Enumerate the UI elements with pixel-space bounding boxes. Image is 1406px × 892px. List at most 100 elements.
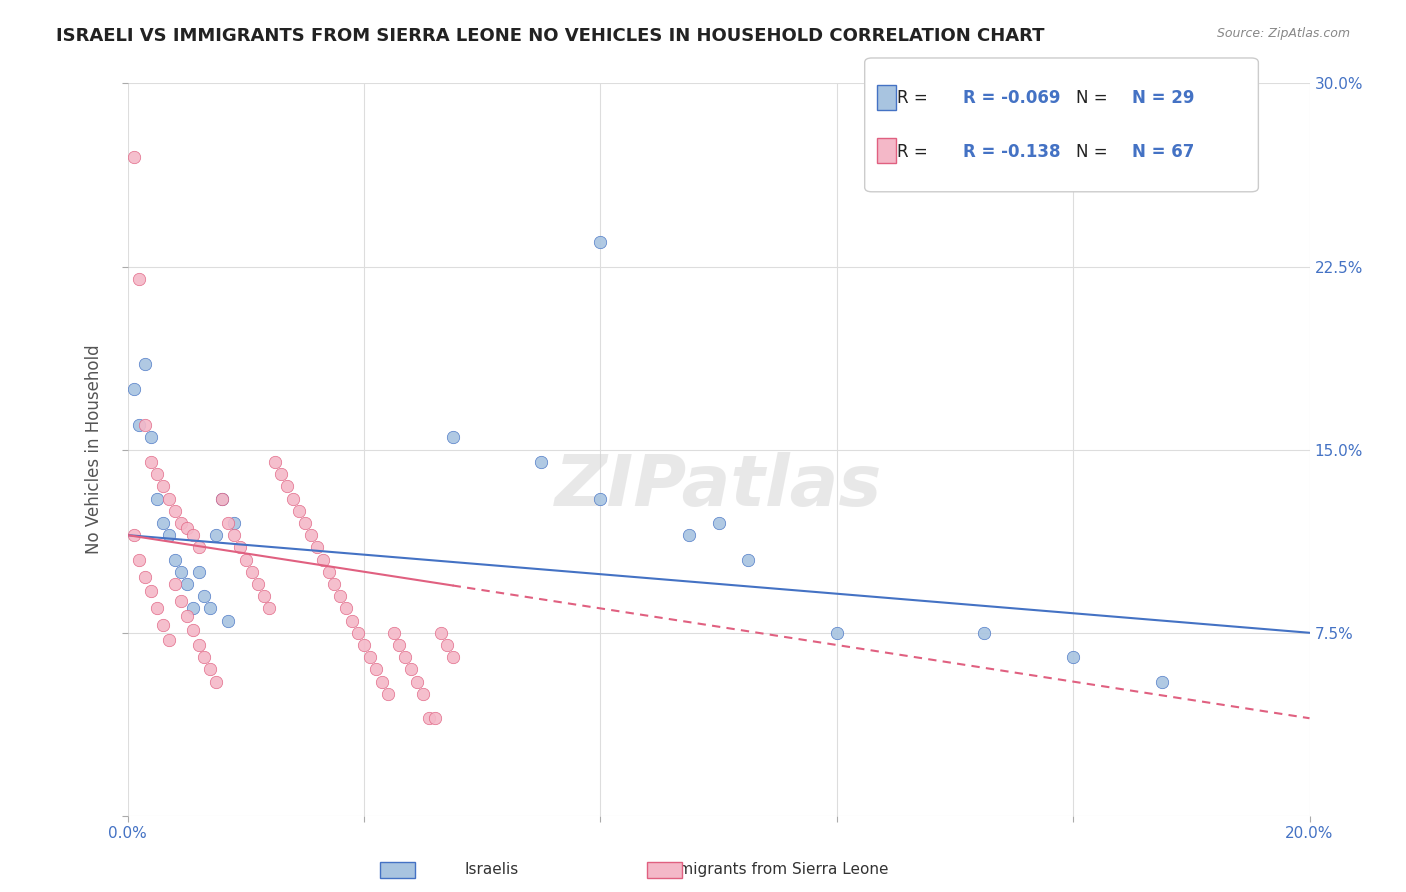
Point <box>157 491 180 506</box>
Point <box>217 516 239 530</box>
Point <box>412 687 434 701</box>
Point <box>394 650 416 665</box>
Point <box>299 528 322 542</box>
Point <box>423 711 446 725</box>
Point <box>246 577 269 591</box>
Text: N =: N = <box>1076 143 1112 161</box>
Point <box>401 662 423 676</box>
Point <box>163 504 186 518</box>
Text: N =: N = <box>1076 89 1112 107</box>
Point <box>305 541 328 555</box>
Point <box>181 624 204 638</box>
Point <box>211 491 233 506</box>
Point <box>128 418 150 433</box>
Point <box>170 565 193 579</box>
Point <box>163 577 186 591</box>
Point <box>170 516 193 530</box>
Point <box>200 601 222 615</box>
Point <box>163 552 186 566</box>
Point <box>122 382 145 396</box>
Point <box>1150 674 1173 689</box>
Point <box>370 674 392 689</box>
Point <box>170 594 193 608</box>
Text: R =: R = <box>897 143 934 161</box>
Point <box>530 455 553 469</box>
Point <box>235 552 257 566</box>
Point <box>193 650 215 665</box>
Point <box>217 614 239 628</box>
Point <box>335 601 357 615</box>
Point <box>364 662 387 676</box>
Point <box>973 625 995 640</box>
Point <box>353 638 375 652</box>
Point <box>382 625 405 640</box>
Point <box>146 491 169 506</box>
Point <box>294 516 316 530</box>
Point <box>281 491 304 506</box>
Point <box>152 479 174 493</box>
Point <box>176 577 198 591</box>
Point <box>252 589 274 603</box>
Point <box>128 272 150 286</box>
Text: Israelis: Israelis <box>465 863 519 877</box>
Point <box>157 528 180 542</box>
Point <box>141 455 163 469</box>
Point <box>825 625 848 640</box>
Point <box>141 584 163 599</box>
Point <box>359 650 381 665</box>
Point <box>134 418 156 433</box>
Point <box>589 491 612 506</box>
Point <box>146 601 169 615</box>
Text: R = -0.138: R = -0.138 <box>963 143 1060 161</box>
Point <box>187 565 209 579</box>
Text: R =: R = <box>897 89 934 107</box>
Point <box>134 357 156 371</box>
Text: ZIPatlas: ZIPatlas <box>555 451 882 521</box>
Point <box>288 504 311 518</box>
Point <box>122 528 145 542</box>
Point <box>388 638 411 652</box>
Point <box>211 491 233 506</box>
Point <box>707 516 730 530</box>
Point <box>436 638 458 652</box>
Point <box>276 479 298 493</box>
Point <box>737 552 759 566</box>
Point <box>318 565 340 579</box>
Point <box>240 565 263 579</box>
Point <box>187 541 209 555</box>
Point <box>377 687 399 701</box>
Point <box>259 601 281 615</box>
Point <box>406 674 429 689</box>
Point <box>181 601 204 615</box>
Text: ISRAELI VS IMMIGRANTS FROM SIERRA LEONE NO VEHICLES IN HOUSEHOLD CORRELATION CHA: ISRAELI VS IMMIGRANTS FROM SIERRA LEONE … <box>56 27 1045 45</box>
Point <box>229 541 252 555</box>
Text: Source: ZipAtlas.com: Source: ZipAtlas.com <box>1216 27 1350 40</box>
Point <box>418 711 440 725</box>
Point <box>270 467 292 481</box>
Point <box>222 528 245 542</box>
Point <box>589 235 612 249</box>
Text: N = 29: N = 29 <box>1132 89 1194 107</box>
Point <box>329 589 352 603</box>
Point <box>222 516 245 530</box>
Point <box>340 614 363 628</box>
Point <box>176 521 198 535</box>
Point <box>441 650 464 665</box>
Point <box>311 552 333 566</box>
Point <box>193 589 215 603</box>
Point <box>122 150 145 164</box>
Point <box>347 625 370 640</box>
Point <box>152 516 174 530</box>
Point <box>441 430 464 444</box>
Point <box>141 430 163 444</box>
Point <box>430 625 453 640</box>
Point <box>1062 650 1084 665</box>
Point <box>181 528 204 542</box>
Point <box>187 638 209 652</box>
Point <box>128 552 150 566</box>
Point <box>200 662 222 676</box>
Point <box>176 608 198 623</box>
Point <box>157 633 180 648</box>
Text: R = -0.069: R = -0.069 <box>963 89 1060 107</box>
Point <box>205 674 228 689</box>
